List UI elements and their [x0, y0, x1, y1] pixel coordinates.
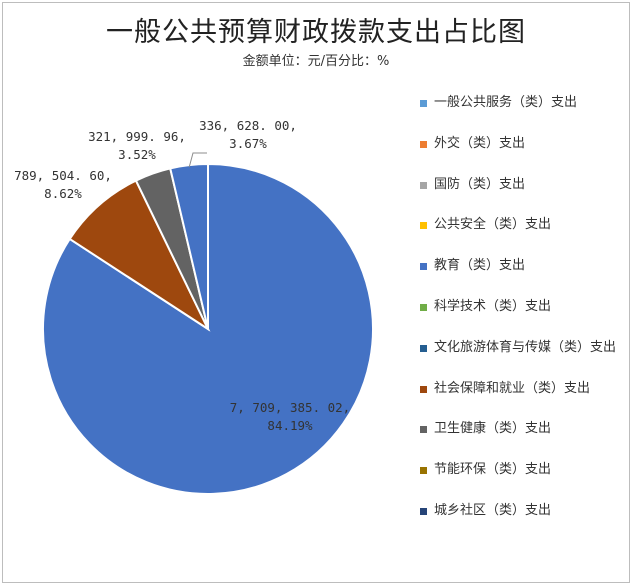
- legend-item: 一般公共服务（类）支出: [420, 94, 625, 135]
- legend-item: 公共安全（类）支出: [420, 216, 625, 257]
- legend-item: 教育（类）支出: [420, 257, 625, 298]
- legend-item: 社会保障和就业（类）支出: [420, 380, 625, 421]
- legend-label: 外交（类）支出: [434, 135, 526, 151]
- legend-item: 文化旅游体育与传媒（类）支出: [420, 339, 625, 380]
- data-label-value: 321, 999. 96,: [88, 129, 186, 144]
- data-label-percent: 3.52%: [118, 147, 156, 162]
- legend-label: 科学技术（类）支出: [434, 298, 552, 314]
- data-label-percent: 3.67%: [229, 136, 267, 151]
- legend-swatch: [420, 507, 427, 515]
- legend-label: 公共安全（类）支出: [434, 217, 552, 233]
- legend-label: 一般公共服务（类）支出: [434, 95, 578, 110]
- legend-label: 文化旅游体育与传媒（类）支出: [434, 339, 617, 355]
- legend-swatch: [420, 344, 427, 352]
- legend-swatch: [420, 467, 427, 475]
- data-label-percent: 8.62%: [44, 186, 82, 201]
- chart-legend: 一般公共服务（类）支出 外交（类）支出 国防（类）支出公共安全（类）支出 教育（类）支…: [420, 94, 625, 543]
- legend-swatch: [420, 222, 427, 230]
- data-label-value: 7, 709, 385. 02,: [230, 400, 350, 415]
- legend-item: 卫生健康（类）支出: [420, 420, 625, 461]
- data-label-value: 336, 628. 00,: [199, 118, 297, 133]
- legend-label: 社会保障和就业（类）支出: [434, 380, 591, 396]
- legend-item: 外交（类）支出: [420, 135, 625, 176]
- legend-label: 节能环保（类）支出: [434, 462, 552, 478]
- legend-swatch: [420, 140, 427, 148]
- data-label-percent: 84.19%: [267, 418, 313, 433]
- legend-label: 城乡社区（类）支出: [434, 502, 552, 518]
- legend-swatch: [420, 303, 427, 311]
- legend-label: 教育（类）支出: [434, 258, 526, 274]
- pie-slice: [169, 162, 209, 330]
- leader-line: [188, 152, 207, 168]
- legend-item: 城乡社区（类）支出: [420, 502, 625, 543]
- legend-item: 节能环保（类）支出: [420, 461, 625, 502]
- legend-swatch: [420, 426, 427, 434]
- data-label-value: 789, 504. 60,: [14, 168, 112, 183]
- legend-label: 卫生健康（类）支出: [434, 421, 552, 437]
- legend-label: 国防（类）支出: [434, 176, 526, 192]
- pie-slice: [68, 179, 211, 332]
- legend-item: 科学技术（类）支出: [420, 298, 625, 339]
- chart-subtitle: 金额单位：元/百分比：%: [242, 54, 390, 69]
- chart-title: 一般公共预算财政拨款支出占比图: [106, 17, 526, 48]
- legend-item: 国防（类）支出: [420, 176, 625, 217]
- pie-slice: [41, 162, 374, 495]
- legend-swatch: [420, 385, 427, 393]
- legend-swatch: [420, 181, 427, 189]
- legend-swatch: [420, 100, 427, 107]
- legend-swatch: [420, 263, 427, 271]
